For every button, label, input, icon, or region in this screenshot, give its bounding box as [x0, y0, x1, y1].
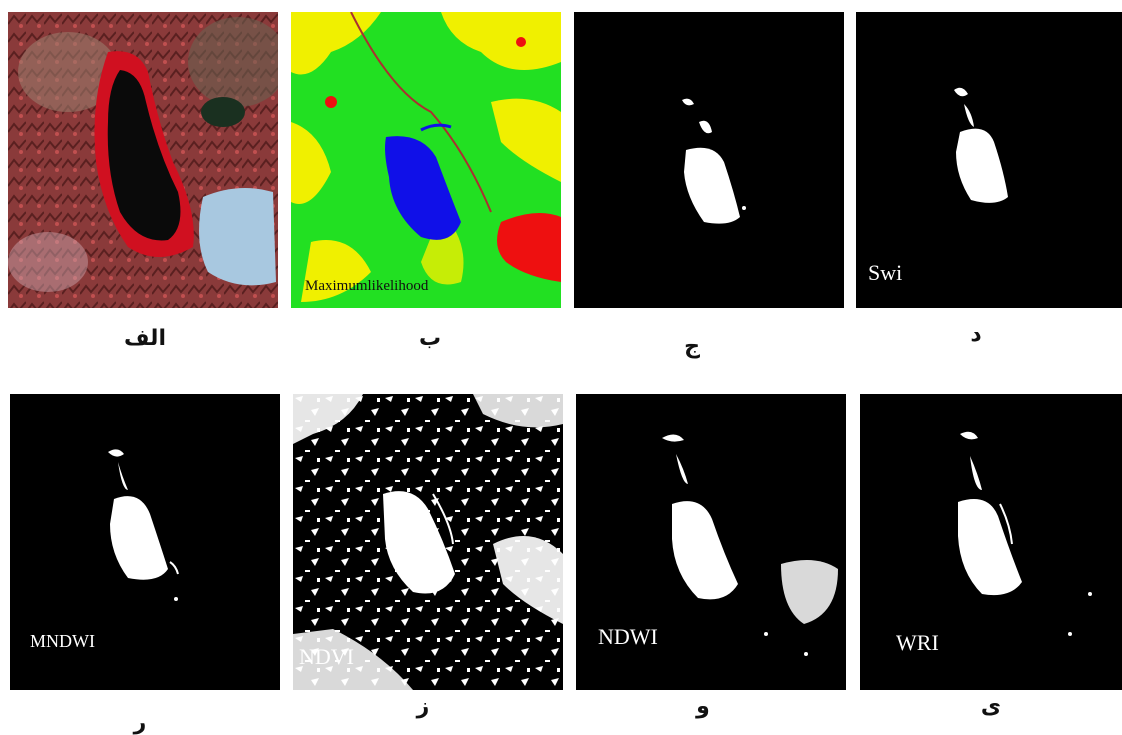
- panel-water-mask-ndwi: NDWI: [576, 394, 846, 690]
- panel-water-mask-wri: WRI: [860, 394, 1122, 690]
- panel-inline-label: Maximumlikelihood: [305, 278, 429, 294]
- panel-water-mask-swi: Swi: [856, 12, 1122, 308]
- panel-water-mask-ndvi: NDVI: [293, 394, 563, 690]
- panel-inline-label: NDWI: [598, 624, 658, 649]
- panel-caption: و: [696, 694, 710, 719]
- panel-caption: ی: [980, 694, 1002, 719]
- panel-inline-label: WRI: [896, 630, 939, 655]
- panel-inline-label: NDVI: [299, 644, 354, 669]
- panel-water-mask-c: [574, 12, 844, 308]
- panel-water-mask-mndwi: MNDWI: [10, 394, 280, 690]
- panel-false-color-image: [8, 12, 278, 308]
- panel-caption: د: [970, 322, 982, 347]
- panel-caption: ز: [416, 694, 430, 719]
- panel-maximum-likelihood-classification: Maximumlikelihood: [291, 12, 561, 308]
- panel-caption: ر: [133, 710, 147, 735]
- panel-caption: الف: [123, 326, 166, 351]
- panel-caption: ب: [418, 326, 442, 351]
- panel-caption: ج: [684, 334, 700, 359]
- panel-inline-label: Swi: [868, 260, 903, 285]
- panel-inline-label: MNDWI: [30, 631, 95, 651]
